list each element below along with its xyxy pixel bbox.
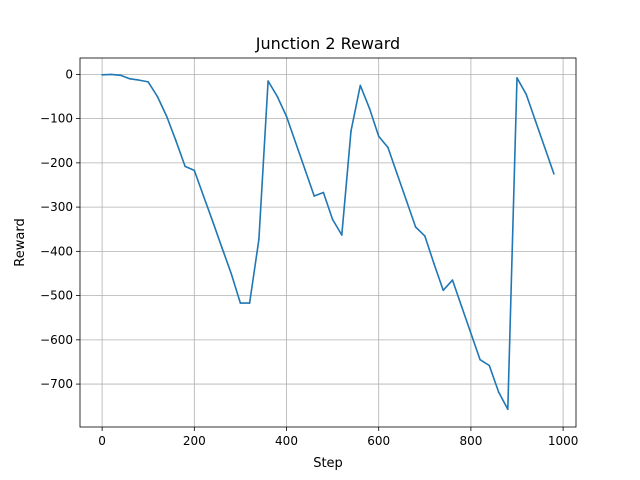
data-point [488,364,491,367]
data-point [221,247,223,249]
data-point [396,173,398,175]
data-point [193,169,196,172]
data-point [313,195,315,197]
data-point [534,120,537,122]
reward-line [102,73,555,411]
series-layer [101,73,555,411]
x-tick-label: 400 [275,434,298,448]
data-point [184,165,186,168]
data-point [119,74,122,77]
data-point [211,220,214,223]
data-point [110,73,113,76]
data-point [101,74,103,76]
y-tick-label: −200 [40,156,73,170]
y-tick-label: −300 [40,200,73,214]
data-point [506,408,509,411]
data-point [377,135,380,138]
data-point [304,168,306,171]
data-point [322,191,325,194]
data-point [239,302,242,304]
y-tick-label: −600 [40,333,73,347]
data-point [405,199,408,202]
y-axis-label: Reward [13,218,28,266]
data-point [497,391,500,393]
data-point [202,195,205,197]
data-point [258,238,260,241]
x-axis-label: Step [313,456,343,471]
data-point [424,235,426,237]
data-point [276,95,279,98]
data-point [359,84,362,87]
x-tick-label: 1000 [548,434,579,448]
x-tick-label: 800 [459,434,482,448]
data-point [156,95,159,98]
y-axis: 0 −100 −200 −300 −400 −500 −600 −700 [40,67,80,391]
x-axis: 0 200 400 600 800 1000 [98,427,578,448]
data-point [479,358,481,361]
data-point [525,93,528,96]
data-point [451,279,454,281]
data-point [230,272,232,275]
y-tick-label: −100 [40,112,73,126]
data-point [175,139,177,142]
data-point [267,80,269,82]
y-tick-label: 0 [65,67,73,81]
plot-frame [79,57,577,428]
data-point [294,142,297,144]
data-point [341,234,343,236]
data-point [553,173,555,175]
data-point [350,130,352,132]
y-tick-label: −700 [40,377,73,391]
data-point [516,77,518,79]
data-point [248,302,251,304]
x-tick-label: 200 [183,434,206,448]
data-point [543,146,546,149]
data-point [470,332,472,335]
chart-title: Junction 2 Reward [255,34,400,53]
y-tick-label: −500 [40,289,73,303]
grid [80,58,576,427]
data-point [128,77,131,80]
data-point [414,226,417,228]
data-point [138,79,140,81]
x-tick-label: 0 [98,434,106,448]
data-point [368,107,371,110]
x-tick-label: 600 [367,434,390,448]
data-point [147,81,150,83]
data-point [285,115,288,118]
data-point [442,289,445,292]
data-point [331,218,334,221]
data-point [387,146,389,149]
data-point [460,305,463,308]
data-point [165,115,168,118]
data-point [433,262,435,265]
y-tick-label: −400 [40,244,73,258]
